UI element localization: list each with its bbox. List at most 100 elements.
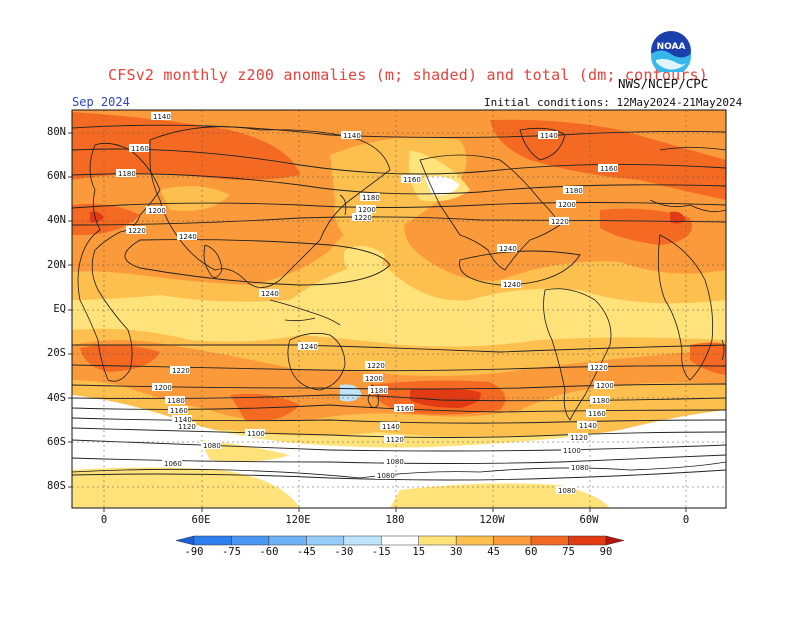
clabel-1200-a: 1200	[146, 206, 166, 215]
clabel-1160-b: 1160	[401, 175, 421, 184]
initial-conditions: Initial conditions: 12May2024-21May2024	[484, 96, 743, 109]
clabel-1080-a: 1080	[201, 441, 221, 450]
svg-text:1160: 1160	[403, 176, 421, 184]
clabel-1200-c: 1200	[556, 200, 576, 209]
svg-text:1120: 1120	[570, 434, 588, 442]
shade-max-1	[90, 211, 104, 223]
colorbar-swatch	[381, 535, 419, 546]
colorbar-tick-label: -90	[184, 546, 204, 558]
svg-text:1120: 1120	[178, 423, 196, 431]
shade-max-2	[670, 211, 686, 224]
clabel-1080-b: 1080	[384, 457, 404, 466]
lat-label: 40N	[47, 214, 66, 227]
coast-india	[203, 244, 223, 278]
colorbar-swatch	[343, 535, 382, 546]
colorbar-swatch	[455, 535, 494, 546]
svg-text:1240: 1240	[300, 343, 318, 351]
shade-nh-vstrong-2	[490, 119, 726, 200]
svg-text:1140: 1140	[174, 416, 192, 424]
svg-text:1120: 1120	[386, 436, 404, 444]
clabel-1240-d: 1240	[501, 280, 521, 289]
shade-pacific-light	[343, 246, 385, 275]
colorbar-swatch	[193, 535, 232, 546]
svg-text:1160: 1160	[600, 165, 618, 173]
svg-text:1220: 1220	[367, 362, 385, 370]
contour-1220-n	[72, 216, 726, 226]
colorbar-swatch	[568, 535, 607, 546]
clabel-1080-c: 1080	[375, 471, 395, 480]
svg-text:1200: 1200	[558, 201, 576, 209]
svg-text:1220: 1220	[128, 227, 146, 235]
svg-text:1240: 1240	[179, 233, 197, 241]
height-contours	[72, 124, 726, 481]
coast-antarctica	[72, 461, 726, 479]
clabel-1200-b: 1200	[356, 205, 376, 214]
svg-text:1160: 1160	[396, 405, 414, 413]
svg-text:1220: 1220	[551, 218, 569, 226]
colorbar-tick-label: 75	[562, 546, 575, 558]
coast-africa-east	[657, 234, 714, 381]
contour-1240-n	[124, 239, 391, 286]
svg-text:1180: 1180	[565, 187, 583, 195]
lat-label: 80N	[47, 125, 66, 138]
svg-text:1200: 1200	[365, 375, 383, 383]
clabel-1140-e: 1140	[380, 422, 400, 431]
svg-text:1240: 1240	[261, 290, 279, 298]
lat-label: 80S	[47, 480, 66, 493]
colorbar-tick-label: -60	[259, 546, 279, 558]
svg-text:1200: 1200	[154, 384, 172, 392]
contour-1180-n	[72, 173, 726, 195]
clabel-1220-e: 1220	[365, 361, 385, 370]
svg-text:1100: 1100	[563, 447, 581, 455]
coast-europe-east	[649, 147, 726, 213]
clabel-1120-a: 1120	[176, 422, 196, 431]
coast-japan	[339, 194, 347, 216]
svg-text:1220: 1220	[354, 214, 372, 222]
clabel-1220-b: 1220	[352, 213, 372, 222]
svg-text:1160: 1160	[131, 145, 149, 153]
svg-text:1140: 1140	[343, 132, 361, 140]
colorbar-tick-label: 30	[449, 546, 463, 558]
clabel-1140-d: 1140	[172, 415, 192, 424]
clabel-1160-c: 1160	[598, 164, 618, 173]
contour-1200-s	[72, 383, 726, 390]
lon-label: 0	[100, 514, 108, 526]
clabel-1180-c: 1180	[563, 186, 583, 195]
shade-sh-max	[410, 388, 481, 408]
clabel-1060-a: 1060	[162, 459, 182, 468]
coast-se-asia-islands	[269, 299, 341, 326]
contour-1120-s	[72, 427, 726, 438]
clabel-1120-c: 1120	[568, 433, 588, 442]
contour-1200-n	[72, 202, 726, 209]
clabel-1160-f: 1160	[586, 409, 606, 418]
contour-1180-s	[72, 394, 726, 402]
colorbar-tick-label: -30	[334, 546, 354, 558]
svg-text:1080: 1080	[377, 472, 395, 480]
colorbar-tick-label: -75	[221, 546, 241, 558]
map-frame	[71, 109, 727, 509]
svg-text:1180: 1180	[362, 194, 380, 202]
clabel-1180-a: 1180	[116, 169, 136, 178]
colorbar-swatch	[605, 535, 625, 546]
shade-nh-vstrong-3	[72, 203, 140, 235]
svg-text:1160: 1160	[588, 410, 606, 418]
shade-antarctic-pos-2	[390, 483, 610, 508]
clabel-1200-e: 1200	[363, 374, 383, 383]
chart-title: CFSv2 monthly z200 anomalies (m; shaded)…	[108, 66, 708, 84]
svg-text:1100: 1100	[247, 430, 265, 438]
clabel-1180-d: 1180	[165, 396, 185, 405]
lon-label: 120W	[479, 514, 505, 526]
clabel-1240-e: 1240	[298, 342, 318, 351]
lon-label: 60W	[579, 514, 599, 526]
colorbar-swatch	[306, 535, 345, 546]
clabel-1240-a: 1240	[177, 232, 197, 241]
lat-label: 40S	[47, 391, 66, 404]
contour-1220-s	[72, 364, 726, 372]
svg-text:1140: 1140	[540, 132, 558, 140]
svg-text:1140: 1140	[153, 113, 171, 121]
colorbar-swatch	[231, 535, 270, 546]
clabel-1220-d: 1220	[170, 366, 190, 375]
colorbar-swatch	[418, 535, 457, 546]
svg-text:1080: 1080	[558, 487, 576, 495]
